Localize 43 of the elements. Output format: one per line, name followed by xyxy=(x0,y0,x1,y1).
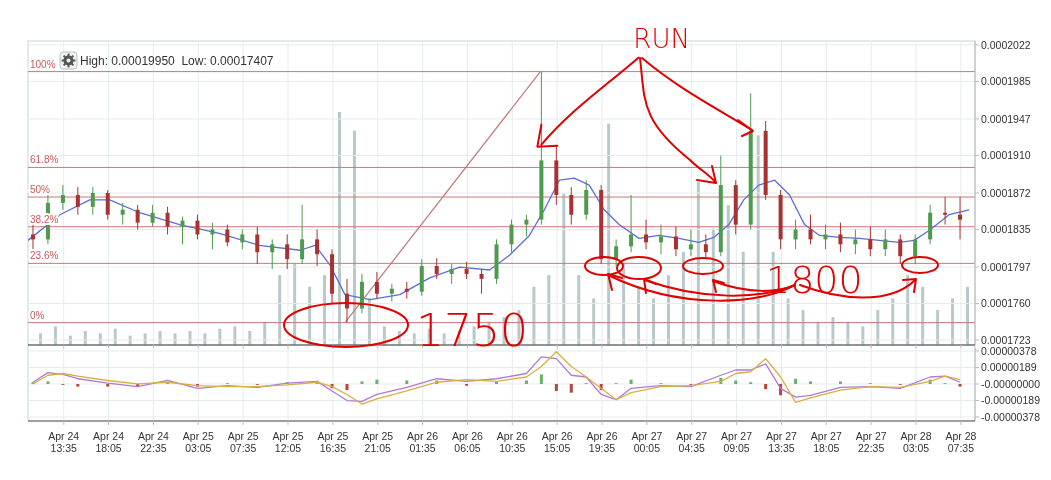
y-tick-label: 0.0001723 xyxy=(981,333,1031,346)
y-tick-label: 0.0001910 xyxy=(981,149,1031,162)
x-tick-label: Apr 25 21:05 xyxy=(362,430,394,454)
x-tick-label: Apr 26 01:35 xyxy=(407,430,439,454)
annotation: RUN xyxy=(633,23,690,54)
annotation: 61.8% xyxy=(30,154,59,166)
annotation: 1750 xyxy=(416,305,528,356)
annotation: 50% xyxy=(30,184,51,196)
y-tick-label: 0.00000378 xyxy=(981,344,1037,357)
y-tick-label: 0.0001835 xyxy=(981,223,1031,236)
x-tick-label: Apr 24 18:05 xyxy=(93,430,125,454)
x-tick-label: Apr 24 13:35 xyxy=(48,430,80,454)
y-tick-label: 0.0001947 xyxy=(981,112,1031,125)
x-tick-label: Apr 26 06:05 xyxy=(451,430,484,454)
x-tick-label: Apr 27 09:05 xyxy=(721,430,753,454)
annotation: 1800 xyxy=(766,258,863,302)
y-tick-label: 0.0001797 xyxy=(981,260,1031,273)
x-tick-label: Apr 27 18:05 xyxy=(810,430,842,454)
x-tick-label: Apr 27 00:05 xyxy=(631,430,663,454)
x-tick-label: Apr 27 04:35 xyxy=(676,430,708,454)
annotation: 100% xyxy=(30,58,56,70)
annotation: High: 0.00019950 Low: 0.00017407 xyxy=(80,54,274,68)
x-tick-label: Apr 26 10:35 xyxy=(496,430,528,454)
annotation: 0% xyxy=(30,309,45,321)
x-tick-label: Apr 28 07:35 xyxy=(945,430,977,454)
y-tick-label: 0.0002022 xyxy=(981,38,1031,51)
x-tick-label: Apr 25 16:35 xyxy=(317,430,349,454)
x-tick-label: Apr 27 13:35 xyxy=(765,430,798,454)
y-tick-label: 0.0001872 xyxy=(981,186,1031,199)
x-tick-label: Apr 25 03:05 xyxy=(182,430,214,454)
y-tick-label: -0.00000189 xyxy=(981,394,1041,407)
x-tick-label: Apr 26 15:05 xyxy=(541,430,573,454)
y-tick-label: 0.00000189 xyxy=(981,361,1037,374)
x-tick-label: Apr 26 19:35 xyxy=(586,430,618,454)
x-tick-label: Apr 25 12:05 xyxy=(272,430,304,454)
x-tick-label: Apr 25 07:35 xyxy=(227,430,259,454)
y-tick-label: 0.0001760 xyxy=(981,297,1031,310)
y-tick-label: 0.0001985 xyxy=(981,75,1031,88)
y-tick-label: -0.00000000 xyxy=(981,377,1041,390)
y-tick-label: -0.00000378 xyxy=(981,410,1041,423)
x-tick-label: Apr 24 22:35 xyxy=(137,430,170,454)
x-tick-label: Apr 28 03:05 xyxy=(900,430,932,454)
x-tick-label: Apr 27 22:35 xyxy=(855,430,887,454)
